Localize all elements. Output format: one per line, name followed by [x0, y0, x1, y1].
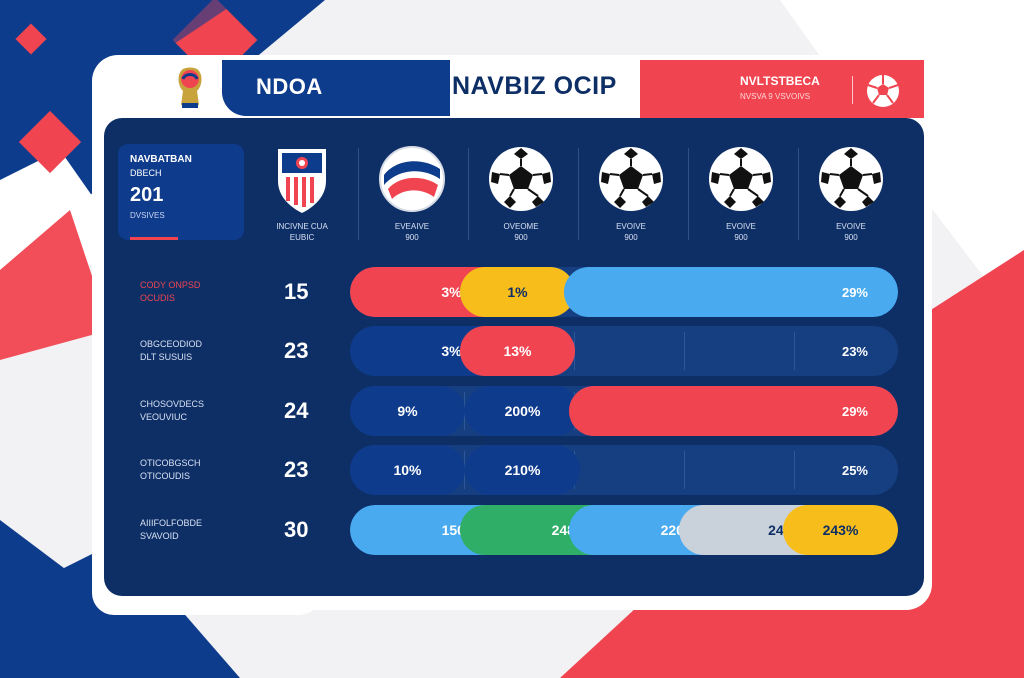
header-soccer-ball-icon[interactable]	[866, 74, 900, 108]
header-center-title: NAVBIZ OCIP	[452, 72, 617, 100]
row-label-line: CODY ONPSD	[140, 280, 201, 290]
column-divider	[578, 148, 579, 240]
team-name: INCIVNE CUA	[276, 222, 328, 231]
team-name: EVOIVE	[616, 222, 646, 231]
team-subtitle: 900	[734, 233, 748, 242]
soccer-ball-icon	[819, 147, 883, 211]
footer-note: DOT	[660, 584, 677, 593]
info-card-accent	[130, 237, 178, 240]
team-name: OVEOME	[503, 222, 539, 231]
footer-note: OOVS	[778, 584, 802, 593]
info-card-year: 201	[130, 184, 164, 206]
bar-end-value: 25%	[841, 462, 868, 478]
team-column[interactable]: OVEOME 900	[466, 140, 576, 242]
stat-bar[interactable]: 3% 13% 23%	[350, 326, 898, 376]
bar-segment[interactable]: 1%	[460, 267, 575, 317]
bar-end-value: 29%	[841, 284, 868, 300]
stat-bar[interactable]: 3% 1% 29%	[350, 267, 898, 317]
column-divider	[358, 148, 359, 240]
team-subtitle: EUBIC	[289, 233, 315, 242]
bar-grid-line	[794, 451, 795, 489]
info-card-line3: DVSIVES	[130, 211, 165, 220]
team-subtitle: 900	[514, 233, 528, 242]
match-info-card: NAVBATBAN DBECH 201 DVSIVES	[118, 144, 244, 240]
footer-note: 3 3 3SOVBBE	[820, 584, 871, 593]
bar-grid-line	[684, 451, 685, 489]
team-column[interactable]: EVOIVE 900	[686, 140, 796, 242]
stat-bar[interactable]: 10% 210% 25%	[350, 445, 898, 495]
row-value: 24	[284, 398, 309, 423]
row-label: CHOSOVDECS VEOUVIUC	[140, 398, 260, 424]
row-label-line: OCUDIS	[140, 293, 176, 303]
row-label-line: AIIIFOLFOBDE	[140, 518, 203, 528]
bar-grid-line	[794, 332, 795, 370]
info-card-line1: NAVBATBAN	[130, 154, 192, 165]
bar-segment[interactable]: 243%	[783, 505, 898, 555]
bar-segment[interactable]: 13%	[460, 326, 575, 376]
header-divider	[852, 76, 853, 104]
bar-end-value: 23%	[841, 343, 868, 359]
row-label: OBGCEODIOD DLT SUSUIS	[140, 338, 260, 364]
bar-segment[interactable]	[564, 267, 898, 317]
team-name: EVOIVE	[836, 222, 866, 231]
team-column[interactable]: EVOIVE 900	[576, 140, 686, 242]
team-column[interactable]: EVOIVE 900	[796, 140, 906, 242]
bar-segment[interactable]: 9%	[350, 386, 465, 436]
row-label-line: CHOSOVDECS	[140, 399, 205, 409]
row-label-line: DLT SUSUIS	[140, 352, 193, 362]
column-divider	[798, 148, 799, 240]
stat-bar[interactable]: 150%248%220%244%243%	[350, 505, 898, 555]
row-label-line: OTICOBGSCH	[140, 458, 201, 468]
bar-segment[interactable]: 210%	[465, 445, 580, 495]
bar-grid-line	[684, 332, 685, 370]
info-card-line2: DBECH	[130, 168, 162, 178]
row-value: 23	[284, 457, 309, 482]
row-label-line: OBGCEODIOD	[140, 339, 203, 349]
tournament-logo-icon	[160, 60, 220, 116]
row-value: 30	[284, 517, 309, 542]
team-column[interactable]: EVEAIVE 900	[357, 140, 467, 242]
header-info-title: NVLTSTBECA	[740, 74, 820, 88]
row-value: 15	[284, 279, 309, 304]
bar-end-value: 29%	[841, 403, 868, 419]
bar-segment[interactable]	[569, 386, 898, 436]
row-label: AIIIFOLFOBDE SVAVOID	[140, 517, 260, 543]
row-label-line: VEOUVIUC	[140, 412, 188, 422]
header-info-subtitle: NVSVA 9 VSVOIVS	[740, 92, 811, 101]
soccer-ball-icon	[709, 147, 773, 211]
row-label: OTICOBGSCH OTICOUDIS	[140, 457, 260, 483]
row-value: 23	[284, 338, 309, 363]
team-column[interactable]: INCIVNE CUA EUBIC	[247, 140, 357, 242]
footer-note: 5 3LOVV	[700, 584, 733, 593]
team-name: EVEAIVE	[394, 222, 430, 231]
soccer-ball-icon	[489, 147, 553, 211]
team-ball-flag-icon	[379, 146, 445, 212]
bar-segment[interactable]: 10%	[350, 445, 465, 495]
soccer-ball-icon	[599, 147, 663, 211]
column-divider	[688, 148, 689, 240]
team-crest-icon	[278, 149, 326, 213]
header-left-title: NDOA	[256, 74, 323, 99]
team-subtitle: 900	[624, 233, 638, 242]
row-label: CODY ONPSD OCUDIS	[140, 279, 260, 305]
row-label-line: SVAVOID	[140, 531, 179, 541]
team-subtitle: 900	[844, 233, 858, 242]
stat-bar[interactable]: 9% 200% 29%	[350, 386, 898, 436]
team-subtitle: 900	[405, 233, 419, 242]
column-divider	[468, 148, 469, 240]
row-label-line: OTICOUDIS	[140, 471, 191, 481]
bar-segment[interactable]: 200%	[465, 386, 580, 436]
header-tab	[222, 60, 450, 116]
team-name: EVOIVE	[726, 222, 756, 231]
